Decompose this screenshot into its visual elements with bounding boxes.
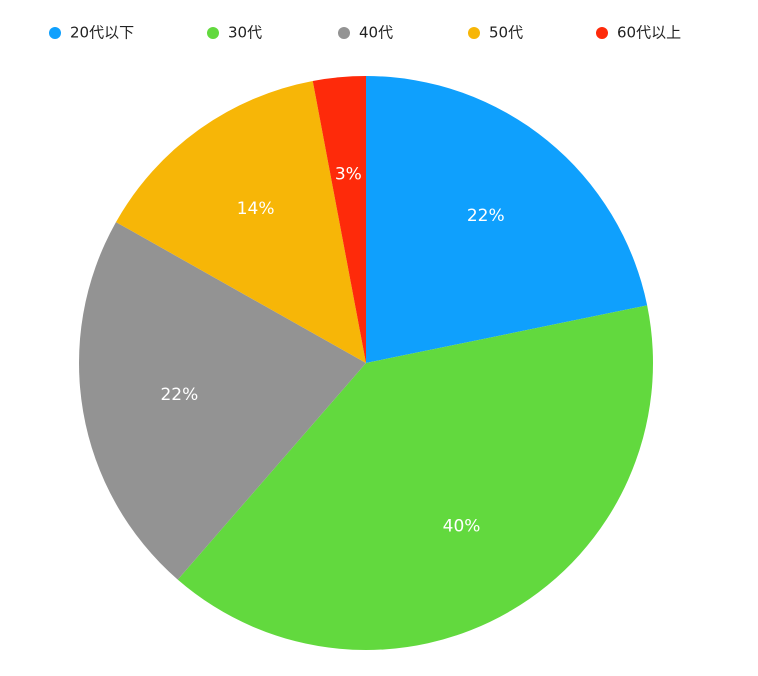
legend-label: 40代 bbox=[359, 24, 393, 42]
legend-swatch bbox=[338, 27, 350, 39]
legend-swatch bbox=[207, 27, 219, 39]
pie-slice bbox=[366, 76, 648, 363]
legend-swatch bbox=[49, 27, 61, 39]
pie-slice bbox=[79, 222, 366, 580]
data-label: 40% bbox=[443, 517, 481, 537]
data-label: 3% bbox=[335, 164, 362, 184]
pie-slice bbox=[312, 76, 366, 363]
data-label: 22% bbox=[160, 385, 198, 405]
legend-label: 50代 bbox=[489, 24, 523, 42]
legend-label: 20代以下 bbox=[70, 24, 134, 42]
legend-swatch bbox=[468, 27, 480, 39]
legend-swatch bbox=[596, 27, 608, 39]
data-label: 14% bbox=[237, 199, 275, 219]
data-label: 22% bbox=[467, 206, 505, 226]
pie-slice bbox=[177, 305, 653, 650]
legend-label: 60代以上 bbox=[617, 24, 681, 42]
legend-label: 30代 bbox=[228, 24, 262, 42]
pie-slice bbox=[115, 80, 366, 364]
